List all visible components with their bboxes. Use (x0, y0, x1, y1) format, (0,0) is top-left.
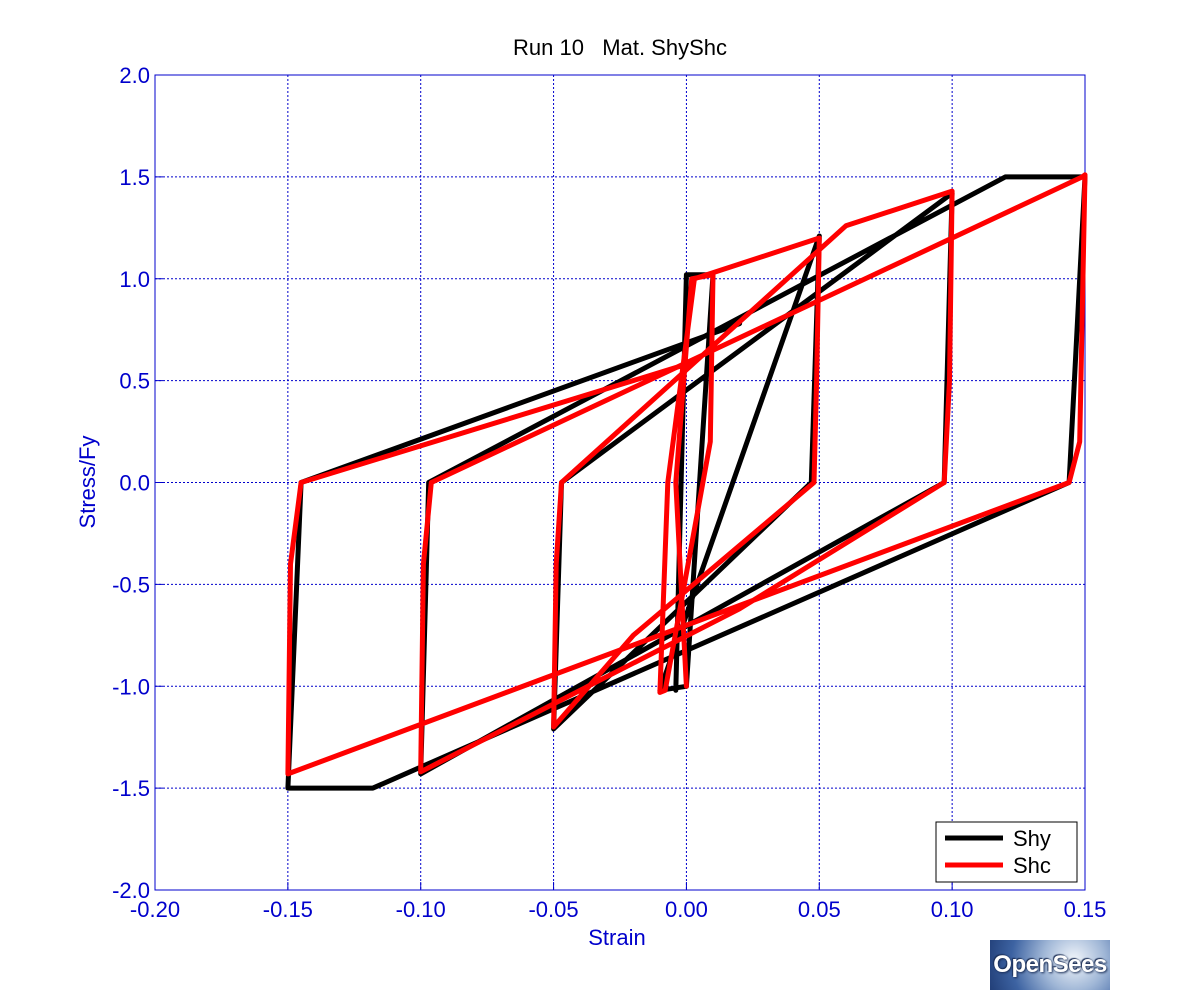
y-axis-label: Stress/Fy (75, 436, 100, 529)
y-tick-label: 2.0 (119, 63, 150, 88)
y-tick-label: -0.5 (112, 572, 150, 597)
y-tick-label: 0.0 (119, 471, 150, 496)
legend-label-shc: Shc (1013, 853, 1051, 878)
x-axis-label: Strain (588, 925, 645, 950)
x-axis-ticks: -0.20 -0.15 -0.10 -0.05 0.00 0.05 0.10 0.15 (130, 882, 1106, 922)
y-axis-ticks: 2.0 1.5 1.0 0.5 0.0 -0.5 -1.0 -1.5 -2.0 (112, 63, 163, 903)
x-tick-label: -0.20 (130, 897, 180, 922)
legend: Shy Shc (935, 821, 1078, 883)
x-tick-label: 0.00 (665, 897, 708, 922)
logo-text: OpenSees (993, 951, 1107, 978)
x-tick-label: 0.05 (798, 897, 841, 922)
x-tick-label: -0.15 (263, 897, 313, 922)
legend-label-shy: Shy (1013, 826, 1051, 851)
y-tick-label: -1.5 (112, 776, 150, 801)
chart-title: Run 10 Mat. ShyShc (513, 35, 727, 60)
legend-box (935, 821, 1078, 883)
y-tick-label: 1.5 (119, 165, 150, 190)
x-tick-label: 0.10 (931, 897, 974, 922)
y-tick-label: -2.0 (112, 878, 150, 903)
series-group (285, 172, 1088, 791)
x-tick-label: -0.05 (528, 897, 578, 922)
y-tick-label: 0.5 (119, 369, 150, 394)
x-tick-label: 0.15 (1064, 897, 1107, 922)
y-tick-label: -1.0 (112, 674, 150, 699)
x-tick-label: -0.10 (396, 897, 446, 922)
opensees-logo: OpenSees (990, 940, 1110, 990)
y-tick-label: 1.0 (119, 267, 150, 292)
series-line-shc (285, 172, 1088, 777)
